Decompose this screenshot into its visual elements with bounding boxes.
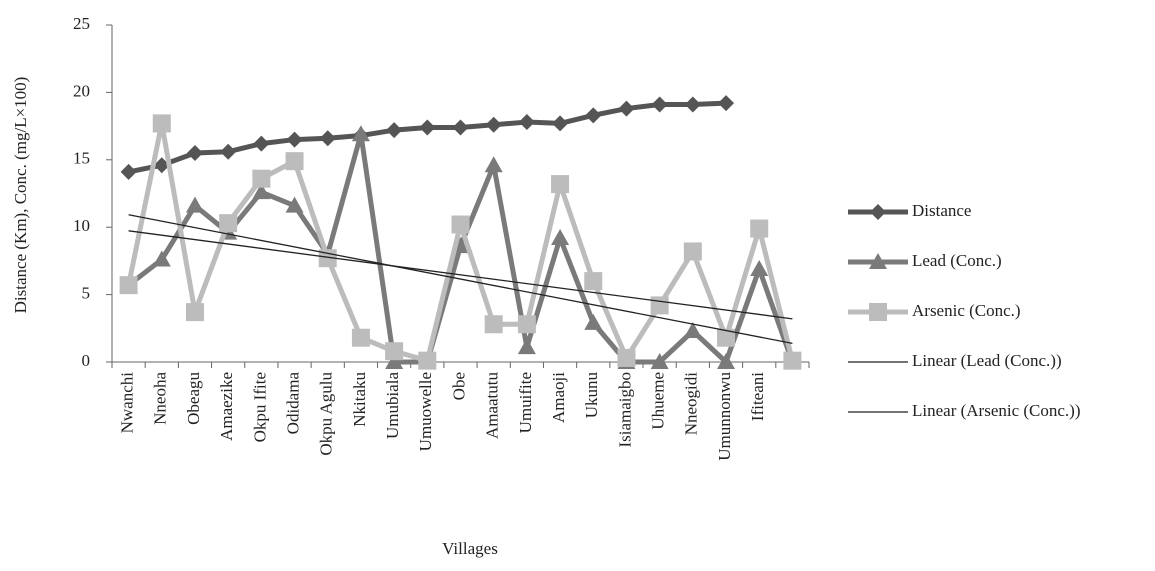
point: [253, 135, 270, 152]
point: [717, 328, 736, 347]
y-tick-label: 5: [82, 284, 91, 303]
point: [285, 196, 304, 213]
point: [650, 353, 669, 369]
point: [870, 204, 886, 220]
trendline: [128, 214, 793, 345]
point: [484, 315, 503, 334]
legend-label: Lead (Conc.): [912, 251, 1002, 270]
y-tick-label: 25: [73, 14, 90, 33]
legend-label: Distance: [912, 201, 971, 220]
point: [618, 100, 635, 117]
point: [152, 250, 171, 267]
point: [552, 115, 569, 132]
point: [252, 183, 271, 200]
point: [185, 303, 204, 322]
point: [551, 175, 570, 194]
point: [219, 214, 238, 233]
point: [517, 338, 536, 355]
point: [683, 242, 702, 261]
y-tick-label: 0: [82, 351, 91, 370]
point: [518, 114, 535, 131]
point: [220, 143, 237, 160]
point: [783, 351, 802, 370]
point: [153, 157, 170, 174]
x-tick-label: Obeagu: [184, 372, 203, 425]
y-tick-label: 15: [73, 149, 90, 168]
x-tick-label: Nneoha: [151, 372, 170, 425]
x-tick-label: Umuifite: [516, 372, 535, 433]
x-tick-label: Uhueme: [649, 372, 668, 430]
point: [484, 156, 503, 173]
x-tick-label: Nkitaku: [350, 372, 369, 427]
point: [351, 125, 370, 142]
trendline: [128, 230, 793, 320]
point: [684, 96, 701, 113]
x-tick-label: Obe: [449, 372, 468, 400]
x-tick-label: Umubiala: [383, 372, 402, 439]
point: [869, 253, 887, 269]
legend-label: Linear (Lead (Conc.)): [912, 351, 1062, 370]
point: [585, 107, 602, 124]
point: [683, 321, 702, 338]
point: [517, 315, 536, 334]
x-tick-label: Okpu Ifite: [250, 372, 269, 442]
point: [286, 131, 303, 148]
x-tick-label: Nneogidi: [682, 372, 701, 436]
point: [651, 96, 668, 113]
point: [717, 353, 736, 369]
x-tick-label: Okpu Agulu: [317, 372, 336, 456]
point: [584, 313, 603, 330]
legend-label: Arsenic (Conc.): [912, 301, 1021, 320]
point: [385, 353, 404, 369]
point: [452, 119, 469, 136]
point: [351, 328, 370, 347]
series-line: [128, 100, 727, 175]
point: [319, 130, 336, 147]
point: [120, 163, 137, 180]
point: [185, 196, 204, 213]
y-tick-label: 20: [73, 81, 90, 100]
x-tick-label: Ukunu: [582, 372, 601, 419]
point: [584, 272, 603, 291]
point: [485, 116, 502, 133]
point: [650, 296, 669, 315]
point: [152, 114, 171, 133]
point: [617, 348, 636, 367]
x-tick-label: Amaatutu: [483, 372, 502, 440]
x-tick-label: Nwanchi: [118, 372, 137, 434]
point: [750, 219, 769, 238]
point: [119, 276, 138, 295]
x-tick-label: Umuowelle: [416, 372, 435, 451]
point: [386, 122, 403, 139]
point: [385, 342, 404, 361]
point: [750, 259, 769, 276]
x-tick-label: Isiamaigbo: [615, 372, 634, 448]
point: [869, 303, 887, 321]
point: [418, 351, 437, 370]
point: [252, 169, 271, 188]
point: [186, 145, 203, 162]
point: [551, 228, 570, 245]
x-tick-label: Amaoji: [549, 372, 568, 423]
point: [419, 119, 436, 136]
point: [285, 152, 304, 171]
x-tick-label: Ifiteani: [748, 372, 767, 421]
x-tick-label: Amaezike: [217, 372, 236, 441]
x-axis-title: Villages: [442, 539, 498, 558]
point: [718, 95, 735, 112]
legend-label: Linear (Arsenic (Conc.)): [912, 401, 1081, 420]
x-tick-label: Odidama: [283, 372, 302, 435]
point: [451, 215, 470, 234]
y-axis-title: Distance (Km), Conc. (mg/L×100): [11, 77, 30, 314]
y-tick-label: 10: [73, 216, 90, 235]
x-tick-label: Umunnonwu: [715, 372, 734, 461]
